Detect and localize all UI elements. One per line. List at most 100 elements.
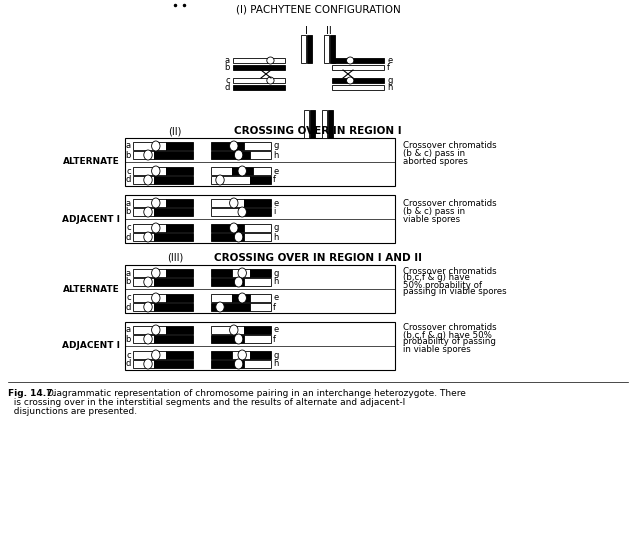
Bar [125, 195, 395, 243]
Bar [166, 199, 193, 207]
Bar [133, 167, 166, 175]
Text: f: f [273, 335, 276, 343]
Bar [133, 151, 154, 159]
Bar [233, 65, 285, 70]
Bar [125, 138, 395, 186]
Text: h: h [273, 359, 279, 368]
Ellipse shape [235, 150, 243, 160]
Bar [250, 269, 271, 277]
Text: b: b [126, 278, 131, 286]
Text: Crossover chromatids: Crossover chromatids [403, 142, 497, 150]
Bar [322, 110, 327, 138]
Bar [244, 278, 271, 286]
Text: f: f [387, 63, 390, 72]
Text: ALTERNATE: ALTERNATE [63, 284, 120, 294]
Ellipse shape [238, 268, 246, 278]
Ellipse shape [151, 325, 160, 335]
Text: b: b [126, 150, 131, 159]
Text: a: a [126, 326, 131, 335]
Bar [211, 360, 244, 368]
Text: e: e [273, 294, 279, 302]
Bar [211, 326, 244, 334]
Text: c: c [127, 294, 131, 302]
Text: (b & c) pass in: (b & c) pass in [403, 149, 465, 159]
Bar [244, 224, 271, 232]
Ellipse shape [235, 334, 243, 344]
Bar [332, 58, 384, 63]
Text: e: e [387, 56, 392, 65]
Bar [332, 85, 384, 90]
Text: a: a [126, 269, 131, 278]
Bar [211, 278, 244, 286]
Ellipse shape [238, 350, 246, 360]
Ellipse shape [144, 207, 152, 217]
Ellipse shape [151, 268, 160, 278]
Text: g: g [273, 142, 279, 150]
Text: h: h [273, 232, 279, 242]
Text: Crossover chromatids: Crossover chromatids [403, 267, 497, 275]
Bar [154, 303, 193, 311]
Text: g: g [387, 76, 392, 85]
Text: g: g [273, 269, 279, 278]
Ellipse shape [230, 141, 238, 151]
Text: d: d [126, 302, 131, 311]
Text: Diagrammatic representation of chromosome pairing in an interchange heterozygote: Diagrammatic representation of chromosom… [47, 389, 466, 398]
Bar [211, 303, 250, 311]
Ellipse shape [347, 57, 354, 64]
Ellipse shape [144, 359, 152, 369]
Ellipse shape [151, 166, 160, 176]
Text: c: c [225, 76, 230, 85]
Text: d: d [225, 83, 230, 92]
Bar [250, 294, 271, 302]
Ellipse shape [235, 232, 243, 242]
Text: (II): (II) [169, 126, 182, 136]
Bar [211, 151, 250, 159]
Bar [133, 269, 166, 277]
Text: f: f [273, 302, 276, 311]
Ellipse shape [216, 175, 225, 185]
Bar [154, 208, 193, 216]
Text: a: a [126, 142, 131, 150]
Bar [166, 351, 193, 359]
Text: e: e [273, 199, 279, 207]
Bar [154, 278, 193, 286]
Text: d: d [126, 175, 131, 185]
Text: aborted spores: aborted spores [403, 158, 468, 166]
Text: Crossover chromatids: Crossover chromatids [403, 324, 497, 332]
Bar [133, 351, 166, 359]
Text: (I) PACHYTENE CONFIGURATION: (I) PACHYTENE CONFIGURATION [235, 5, 401, 15]
Bar [125, 322, 395, 370]
Bar [211, 294, 232, 302]
Bar [133, 303, 154, 311]
Text: g: g [273, 223, 279, 232]
Text: (III): (III) [167, 253, 183, 263]
Text: (b & c) pass in: (b & c) pass in [403, 206, 465, 216]
Bar [154, 335, 193, 343]
Text: viable spores: viable spores [403, 215, 460, 223]
Bar [211, 142, 244, 150]
Ellipse shape [151, 223, 160, 233]
Bar [330, 35, 335, 63]
Text: g: g [273, 351, 279, 359]
Text: b: b [126, 207, 131, 217]
Ellipse shape [235, 359, 243, 369]
Bar [211, 269, 232, 277]
Bar [166, 167, 193, 175]
Ellipse shape [238, 166, 246, 176]
Bar [244, 233, 271, 241]
Bar [133, 278, 154, 286]
Text: a: a [126, 199, 131, 207]
Bar [232, 167, 253, 175]
Text: in viable spores: in viable spores [403, 345, 471, 353]
Bar [310, 110, 315, 138]
Text: probability of passing: probability of passing [403, 337, 496, 347]
Text: d: d [126, 359, 131, 368]
Text: I: I [305, 26, 307, 36]
Ellipse shape [144, 277, 152, 287]
Text: (b,c,f & g) have: (b,c,f & g) have [403, 274, 470, 283]
Text: b: b [225, 63, 230, 72]
Text: ADJACENT I: ADJACENT I [62, 342, 120, 351]
Ellipse shape [144, 334, 152, 344]
Bar [233, 85, 285, 90]
Text: h: h [273, 278, 279, 286]
